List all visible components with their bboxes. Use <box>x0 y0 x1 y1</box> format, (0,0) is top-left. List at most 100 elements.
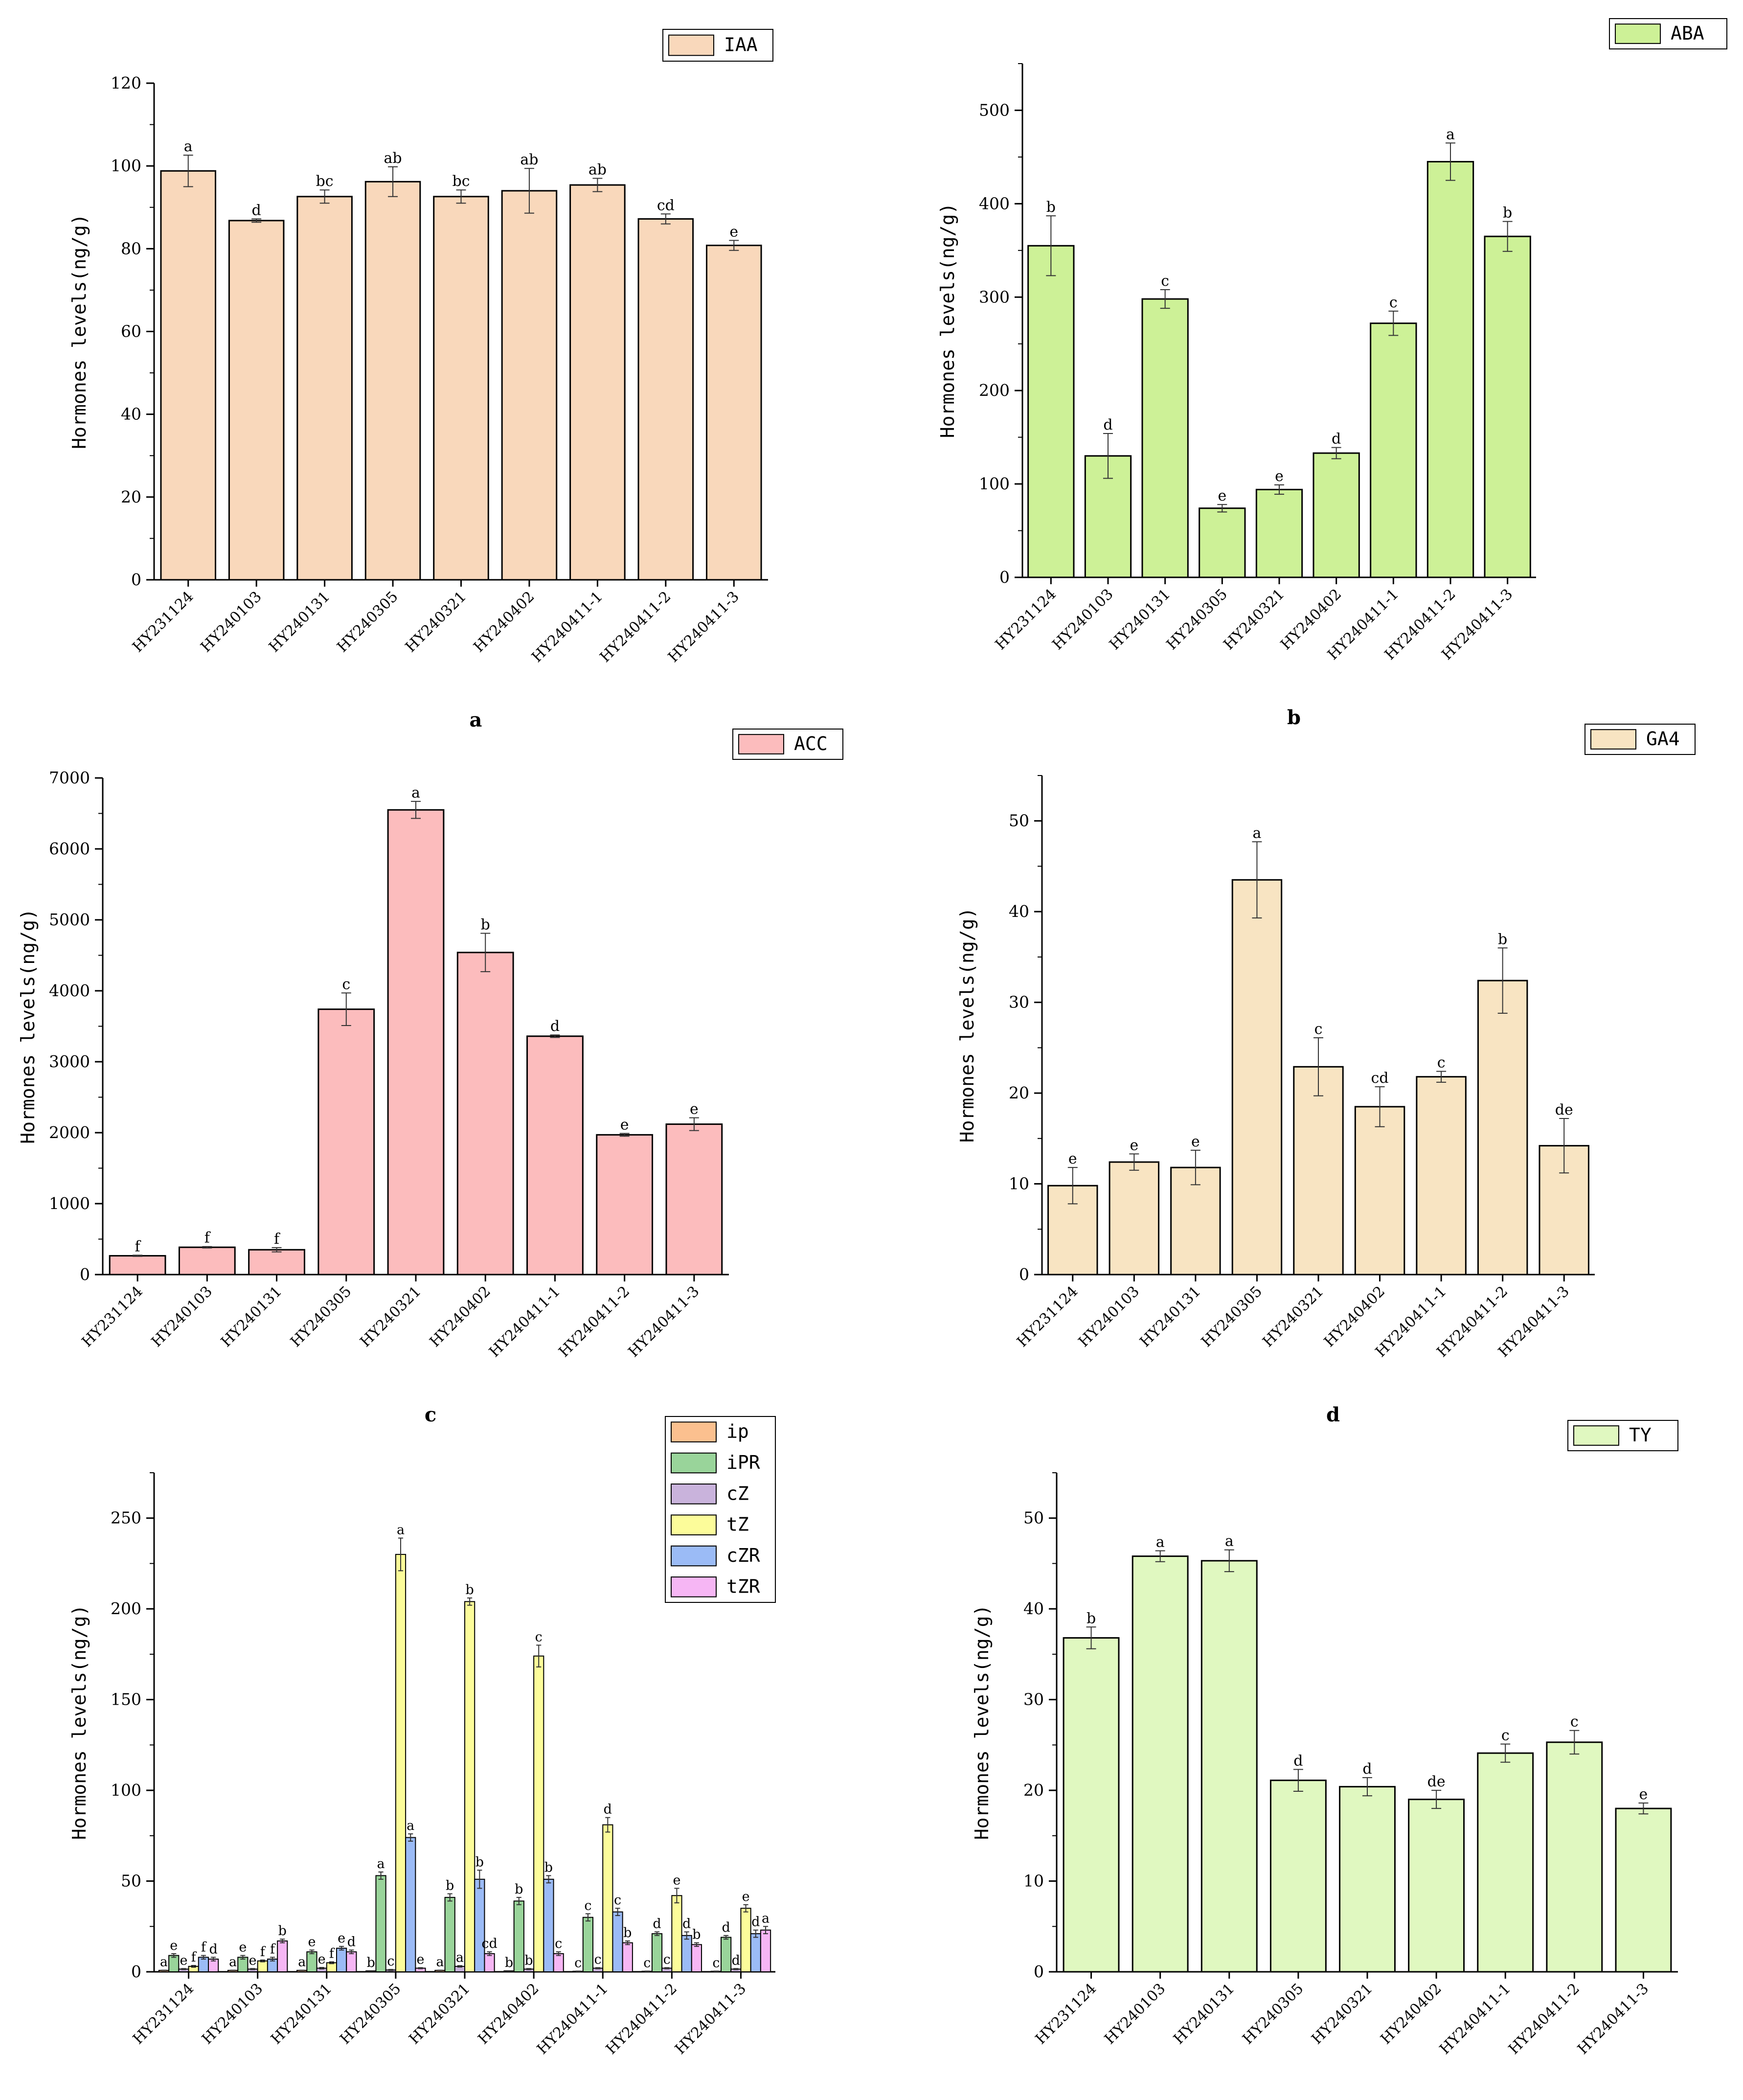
x-tick-label: HY240321 <box>1308 1980 1376 2048</box>
bar <box>456 952 514 1276</box>
bar <box>760 1929 771 1973</box>
significance-letter: a <box>1156 1533 1165 1551</box>
legend-swatch <box>1615 23 1661 44</box>
y-tick-label: 200 <box>111 1599 141 1618</box>
x-tick-label: HY240321 <box>1220 586 1288 653</box>
significance-letter: a <box>762 1911 770 1926</box>
bar <box>1170 1166 1221 1276</box>
significance-letter: a <box>1225 1533 1234 1550</box>
bar <box>395 1553 407 1973</box>
y-tick-label: 40 <box>121 405 141 424</box>
x-tick-label: HY240131 <box>218 1283 285 1350</box>
x-tick-label: HY240131 <box>266 588 333 656</box>
x-tick-label: HY231124 <box>1014 1283 1081 1350</box>
significance-letter: cd <box>1371 1070 1389 1087</box>
x-tick-label: HY240321 <box>402 588 470 656</box>
legend-box <box>665 1416 776 1603</box>
bar <box>346 1951 357 1972</box>
significance-letter: de <box>1555 1101 1573 1118</box>
bar <box>306 1951 317 1972</box>
y-tick-label: 50 <box>1009 811 1029 830</box>
chart-panel-d: 0 10 20 30 40 50 Hormones levels(ng/g) HY231124… <box>956 724 1696 1426</box>
x-tick-label: HY240321 <box>1259 1283 1327 1350</box>
legend-label: ACC <box>794 733 828 754</box>
legend: ACC <box>732 729 843 760</box>
legend-label: GA4 <box>1646 728 1680 750</box>
significance-letter: c <box>663 1952 671 1967</box>
legend-label: iPR <box>726 1452 760 1473</box>
panel-label: d <box>1326 1403 1340 1426</box>
bar <box>1141 298 1189 578</box>
bar <box>665 1123 723 1276</box>
bar <box>1293 1066 1344 1276</box>
bar <box>651 1933 663 1973</box>
significance-letter: c <box>1570 1713 1579 1731</box>
y-axis-title: Hormones levels(ng/g) <box>956 908 978 1142</box>
significance-letter: a <box>184 138 193 155</box>
bar <box>228 220 285 581</box>
legend-swatch <box>671 1421 717 1442</box>
chart-panel-e: 0 50 100 150 200 250 Hormones levels(ng/g) HY23… <box>68 1416 776 2058</box>
bar <box>1354 1106 1405 1276</box>
legend-swatch <box>738 734 784 754</box>
bar <box>720 1937 732 1973</box>
significance-letter: b <box>544 1860 553 1875</box>
x-tick-label: HY240103 <box>199 1980 266 2048</box>
significance-letter: d <box>751 1915 760 1930</box>
x-tick-label: HY240411-1 <box>528 588 606 666</box>
significance-letter: f <box>201 1940 207 1955</box>
y-tick-label: 3000 <box>49 1052 90 1071</box>
y-tick-label: 30 <box>1009 993 1029 1012</box>
legend-swatch <box>1573 1425 1619 1446</box>
significance-letter: b <box>692 1927 701 1942</box>
bar <box>484 1953 495 1973</box>
significance-letter: a <box>1446 126 1455 143</box>
legend-swatch <box>671 1484 717 1505</box>
bar <box>277 1940 288 1973</box>
significance-letter: d <box>1332 431 1341 448</box>
y-axis-title: Hormones levels(ng/g) <box>68 214 90 449</box>
y-tick-label: 250 <box>111 1508 141 1528</box>
y-tick-label: 100 <box>111 156 141 175</box>
significance-letter: c <box>614 1893 621 1908</box>
bar <box>109 1255 166 1276</box>
significance-letter: b <box>278 1923 287 1939</box>
significance-letter: e <box>620 1116 629 1133</box>
significance-letter: c <box>643 1956 651 1971</box>
bar <box>740 1908 751 1973</box>
significance-letter: c <box>555 1936 562 1951</box>
bar <box>1231 879 1283 1276</box>
significance-letter: a <box>229 1955 237 1970</box>
y-axis-title: Hormones levels(ng/g) <box>17 909 39 1143</box>
y-tick-label: 0 <box>131 570 141 589</box>
significance-letter: e <box>1130 1137 1138 1154</box>
bar <box>317 1008 375 1276</box>
significance-letter: f <box>191 1950 197 1965</box>
significance-letter: e <box>308 1934 316 1949</box>
significance-letter: e <box>170 1938 178 1953</box>
bar <box>671 1895 682 1973</box>
x-tick-label: HY240305 <box>337 1980 404 2048</box>
bar <box>248 1249 305 1276</box>
bar <box>1477 1752 1534 1973</box>
significance-letter: c <box>712 1956 720 1971</box>
significance-letter: f <box>274 1231 280 1248</box>
y-tick-label: 150 <box>111 1690 141 1709</box>
significance-letter: d <box>722 1920 730 1935</box>
x-tick-label: HY240411-3 <box>665 588 743 666</box>
y-tick-label: 50 <box>1023 1508 1044 1528</box>
significance-letter: e <box>180 1953 187 1968</box>
bar <box>375 1875 386 1973</box>
significance-letter: ab <box>520 151 538 168</box>
bar <box>1269 1780 1327 1973</box>
x-tick-label: HY231124 <box>992 586 1060 653</box>
y-tick-label: 40 <box>1023 1599 1044 1618</box>
significance-letter: d <box>732 1953 740 1968</box>
bar <box>464 1601 475 1972</box>
y-tick-label: 0 <box>80 1265 90 1284</box>
x-tick-label: HY240321 <box>406 1980 473 2048</box>
significance-letter: d <box>252 202 261 219</box>
bar <box>296 196 353 581</box>
y-tick-label: 500 <box>979 100 1010 119</box>
legend-swatch <box>671 1545 717 1567</box>
